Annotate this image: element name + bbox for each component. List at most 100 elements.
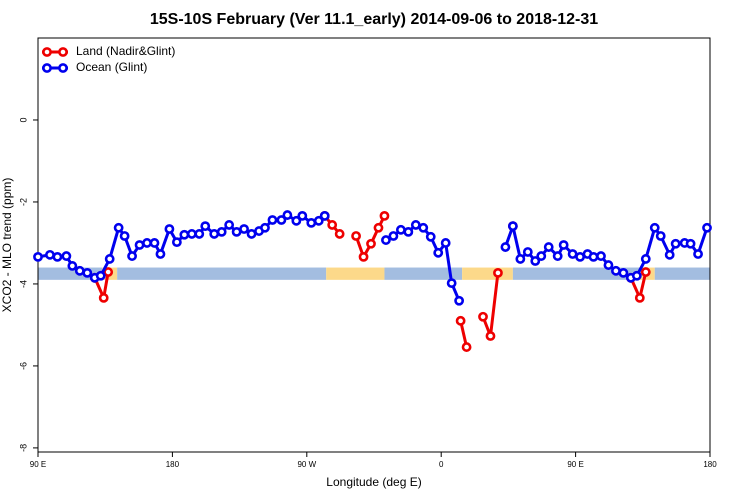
data-point [239, 224, 249, 234]
data-point [155, 249, 166, 259]
data-point [186, 229, 197, 239]
data-point [618, 267, 629, 278]
x-tick-label: 180 [703, 460, 717, 469]
legend-marker [42, 47, 52, 57]
y-tick-label: 0 [18, 117, 28, 122]
y-tick-label: -2 [18, 198, 28, 206]
data-point [558, 240, 569, 250]
data-point [454, 295, 465, 306]
data-point [179, 229, 190, 240]
data-point [171, 237, 182, 248]
data-point [313, 215, 324, 226]
data-point [358, 251, 369, 262]
data-point [327, 220, 338, 230]
y-axis-label: XCO2 - MLO trend (ppm) [0, 178, 14, 313]
data-point [194, 229, 205, 239]
data-point [381, 235, 391, 245]
data-point [224, 220, 235, 230]
data-point [379, 210, 390, 221]
data-point [282, 210, 293, 220]
data-point [216, 226, 227, 237]
data-point [655, 231, 666, 241]
data-point [493, 267, 503, 278]
data-point [291, 215, 302, 226]
data-point [433, 247, 444, 258]
data-point [461, 342, 472, 352]
data-point [246, 229, 257, 239]
data-point [446, 278, 457, 289]
x-axis-label: Longitude (deg E) [326, 475, 421, 489]
data-point [351, 231, 361, 241]
data-point [164, 224, 175, 234]
data-point [575, 251, 585, 262]
data-point [631, 270, 642, 281]
data-point [649, 222, 660, 233]
data-point [306, 217, 317, 228]
y-tick-label: -6 [18, 362, 28, 370]
data-point [149, 238, 160, 248]
data-point [640, 254, 651, 264]
data-point [366, 238, 376, 249]
x-tick-label: 0 [439, 460, 444, 469]
y-tick-label: -8 [18, 444, 28, 452]
data-point [134, 240, 145, 250]
data-point [33, 251, 43, 262]
data-point [231, 226, 242, 237]
data-point [395, 224, 406, 235]
surface-band [326, 267, 385, 280]
data-point [113, 222, 124, 233]
data-point [95, 270, 106, 281]
data-point [52, 251, 63, 262]
data-point [685, 238, 696, 249]
data-point [425, 231, 436, 242]
data-point [418, 222, 429, 233]
data-point [142, 238, 152, 248]
data-point [319, 210, 330, 221]
surface-band [462, 267, 513, 280]
data-point [552, 251, 563, 261]
data-point [127, 251, 137, 261]
x-tick-label: 90 E [567, 460, 583, 469]
data-point [515, 254, 526, 264]
series-line [481, 272, 500, 337]
data-point [61, 251, 72, 261]
surface-band [384, 267, 463, 280]
y-tick-label: -4 [18, 280, 28, 288]
data-point [596, 251, 606, 261]
data-point [103, 267, 114, 277]
data-point [455, 315, 466, 326]
data-point [104, 254, 115, 264]
data-point [403, 226, 414, 237]
data-point [478, 311, 488, 322]
data-point [640, 267, 651, 277]
x-tick-label: 180 [166, 460, 180, 469]
surface-band [512, 267, 640, 280]
x-tick-label: 90 E [30, 460, 46, 469]
surface-band [117, 267, 327, 280]
data-point [260, 222, 270, 233]
data-point [588, 251, 599, 262]
legend-marker [58, 47, 68, 57]
data-point [567, 249, 578, 259]
data-point [388, 231, 399, 241]
plot-frame [37, 37, 711, 453]
data-point [603, 260, 614, 270]
data-point [543, 242, 554, 252]
data-point [485, 331, 496, 341]
data-point [334, 229, 345, 239]
data-point [373, 222, 384, 233]
surface-band [654, 267, 710, 280]
data-point [507, 221, 518, 232]
data-point [74, 265, 85, 276]
data-point [522, 247, 533, 257]
data-point [634, 292, 645, 303]
x-tick-label: 90 W [297, 460, 316, 469]
data-point [702, 222, 712, 233]
data-point [410, 220, 421, 230]
legend-marker [58, 63, 68, 73]
data-point [276, 215, 287, 225]
data-point [45, 249, 55, 260]
data-point [297, 210, 308, 221]
data-point [500, 242, 511, 252]
